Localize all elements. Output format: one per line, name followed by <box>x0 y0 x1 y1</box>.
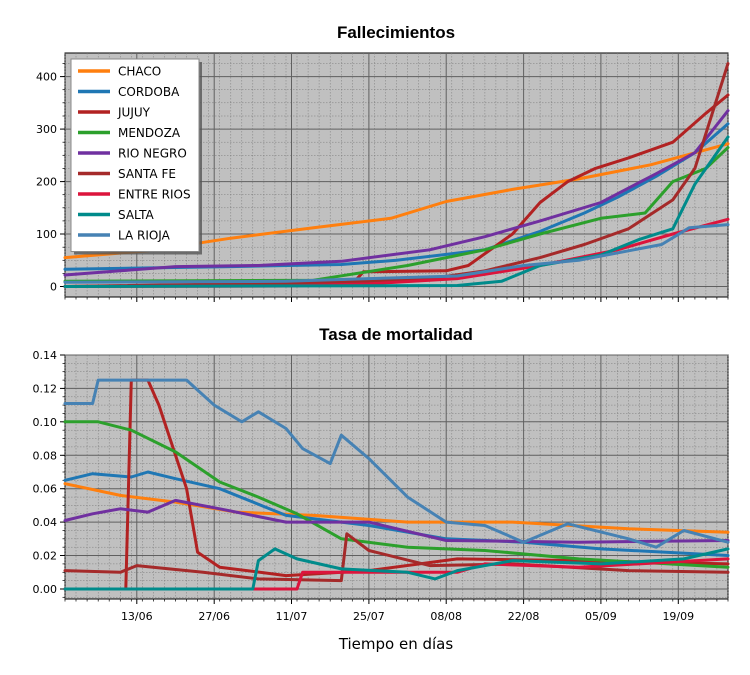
x-tick-label: 27/06 <box>198 610 230 623</box>
series-line-la-rioja <box>63 378 730 549</box>
legend-label: LA RIOJA <box>118 229 171 243</box>
series-line-mendoza <box>63 420 730 569</box>
legend-label: CHACO <box>118 65 161 79</box>
series-line-rio-negro <box>63 498 730 544</box>
legend-label: SANTA FE <box>118 167 176 181</box>
x-tick-label: 13/06 <box>121 610 153 623</box>
mortality-ticks: 13/06 27/06 11/07 25/07 08/08 22/08 05/09 19/09… <box>33 349 729 623</box>
y-tick-label: 400 <box>36 71 57 84</box>
mortality-grid <box>64 354 729 599</box>
y-tick-label: 200 <box>36 176 57 189</box>
deaths-panel: Fallecimientos 0 100 200 300 400 CHACO CORDOB… <box>36 23 730 302</box>
y-tick-label: 300 <box>36 123 57 136</box>
series-line-salta <box>63 547 730 591</box>
legend-label: SALTA <box>118 208 154 222</box>
y-tick-label: 100 <box>36 228 57 241</box>
deaths-ticks: 0 100 200 300 400 <box>36 63 729 302</box>
y-tick-label: 0.00 <box>33 583 58 596</box>
legend: CHACO CORDOBA JUJUY MENDOZA RIO NEGRO SANTA F… <box>70 58 202 255</box>
x-tick-label: 05/09 <box>585 610 617 623</box>
legend-label: ENTRE RIOS <box>118 188 191 202</box>
y-tick-label: 0.08 <box>33 449 58 462</box>
deaths-title: Fallecimientos <box>337 23 455 42</box>
y-tick-label: 0.06 <box>33 483 58 496</box>
x-tick-label: 25/07 <box>353 610 385 623</box>
y-tick-label: 0.02 <box>33 550 58 563</box>
mortality-series <box>63 378 730 591</box>
legend-label: JUJUY <box>117 106 151 120</box>
y-tick-label: 0.10 <box>33 416 58 429</box>
deaths-series <box>63 62 730 288</box>
y-tick-label: 0.14 <box>33 349 58 362</box>
y-tick-label: 0.12 <box>33 382 58 395</box>
series-line-rio-negro <box>63 109 730 277</box>
mortality-title: Tasa de mortalidad <box>319 325 473 344</box>
series-line-santa-fe <box>63 62 730 288</box>
y-tick-label: 0.04 <box>33 516 58 529</box>
y-tick-label: 0 <box>50 281 57 294</box>
x-axis-label: Tiempo en días <box>338 635 454 653</box>
legend-label: RIO NEGRO <box>118 147 187 161</box>
series-line-cordoba <box>63 122 730 271</box>
x-tick-label: 11/07 <box>276 610 308 623</box>
legend-label: MENDOZA <box>118 126 181 140</box>
x-tick-label: 19/09 <box>662 610 694 623</box>
x-tick-label: 22/08 <box>508 610 540 623</box>
mortality-panel: Tasa de mortalidad 13/06 27/06 11/07 25/07 0… <box>33 325 730 653</box>
series-line-la-rioja <box>63 223 730 284</box>
legend-label: CORDOBA <box>118 85 180 99</box>
series-line-chaco <box>63 482 730 534</box>
x-tick-label: 08/08 <box>430 610 462 623</box>
series-line-cordoba <box>63 470 730 557</box>
